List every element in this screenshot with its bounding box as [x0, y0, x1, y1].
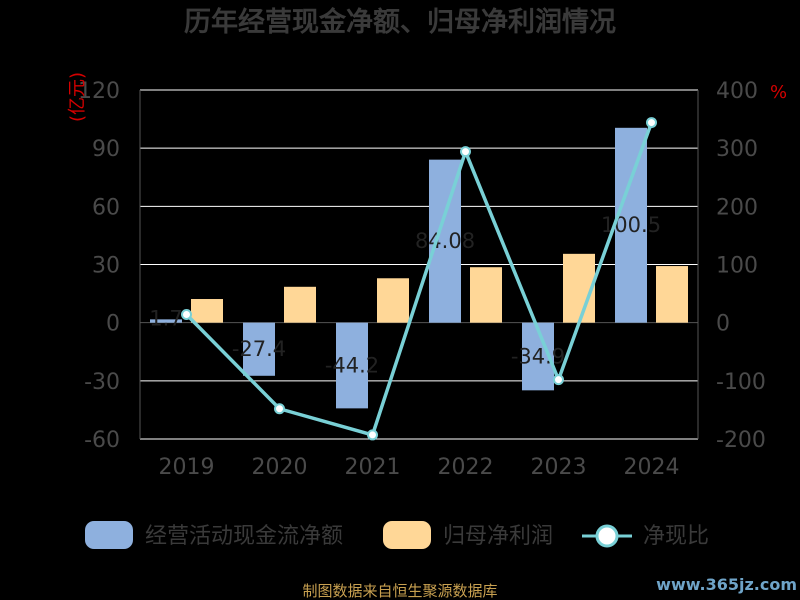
- net-profit-bar: [191, 299, 223, 323]
- ratio-point: [460, 146, 471, 158]
- cash-flow-data-label: 1.7: [149, 307, 182, 331]
- y-right-tick-label: 300: [716, 137, 758, 162]
- ratio-point: [181, 309, 192, 321]
- net-profit-bar: [377, 278, 409, 323]
- net-profit-bar: [284, 286, 316, 323]
- legend-label-ratio: 净现比: [643, 524, 709, 549]
- ratio-point: [646, 117, 657, 129]
- y-right-tick-label: 0: [716, 312, 730, 337]
- source-note: 制图数据来自恒生聚源数据库: [302, 582, 497, 600]
- legend-swatch-cash-flow: [85, 521, 133, 549]
- legend-marker-ratio: [595, 524, 619, 548]
- ratio-line: [185, 121, 654, 438]
- legend-label-net-profit: 归母净利润: [443, 524, 553, 549]
- y-left-tick-label: -30: [84, 370, 120, 395]
- ratio-point: [553, 374, 564, 386]
- cash-flow-data-label: -34.9: [511, 345, 565, 369]
- y-left-tick-label: 0: [106, 312, 120, 337]
- net-profit-bar: [563, 253, 595, 323]
- x-tick-label: 2023: [531, 455, 587, 480]
- y-left-tick-label: 120: [78, 79, 120, 104]
- legend-swatch-net-profit: [383, 521, 431, 549]
- cash-flow-bar: [150, 319, 182, 323]
- legend: 经营活动现金流净额 归母净利润 净现比: [85, 521, 709, 549]
- y-right-tick-label: 100: [716, 254, 758, 279]
- net-profit-bar: [470, 267, 502, 323]
- x-tick-label: 2022: [438, 455, 494, 480]
- net-profit-bar: [656, 266, 688, 323]
- chart-title: 历年经营现金净额、归母净利润情况: [184, 6, 616, 38]
- y-left-tick-label: 90: [92, 137, 120, 162]
- cash-flow-bar: [615, 127, 647, 323]
- cash-flow-bar: [243, 322, 275, 376]
- y-right-tick-label: 200: [716, 195, 758, 220]
- ratio-point: [367, 429, 378, 441]
- y-right-tick-label: -200: [716, 428, 766, 453]
- y-right-tick-label: 400: [716, 79, 758, 104]
- x-tick-label: 2024: [624, 455, 680, 480]
- cash-flow-data-label: -27.4: [232, 337, 286, 361]
- y-left-tick-label: 30: [92, 254, 120, 279]
- x-tick-label: 2021: [345, 455, 401, 480]
- y-left-tick-label: -60: [84, 428, 120, 453]
- x-tick-label: 2020: [252, 455, 308, 480]
- cash-flow-data-label: 84.08: [415, 229, 475, 253]
- y-right-tick-label: -100: [716, 370, 766, 395]
- x-tick-label: 2019: [159, 455, 215, 480]
- ratio-point: [274, 403, 285, 415]
- cash-flow-data-label: -44.2: [325, 354, 379, 378]
- right-axis-unit: %: [770, 82, 787, 103]
- left-axis-unit: (亿元): [67, 72, 88, 122]
- cash-flow-bar: [336, 322, 368, 409]
- y-left-tick-label: 60: [92, 195, 120, 220]
- legend-label-cash-flow: 经营活动现金流净额: [145, 524, 343, 549]
- watermark: www.365jz.com: [656, 575, 797, 594]
